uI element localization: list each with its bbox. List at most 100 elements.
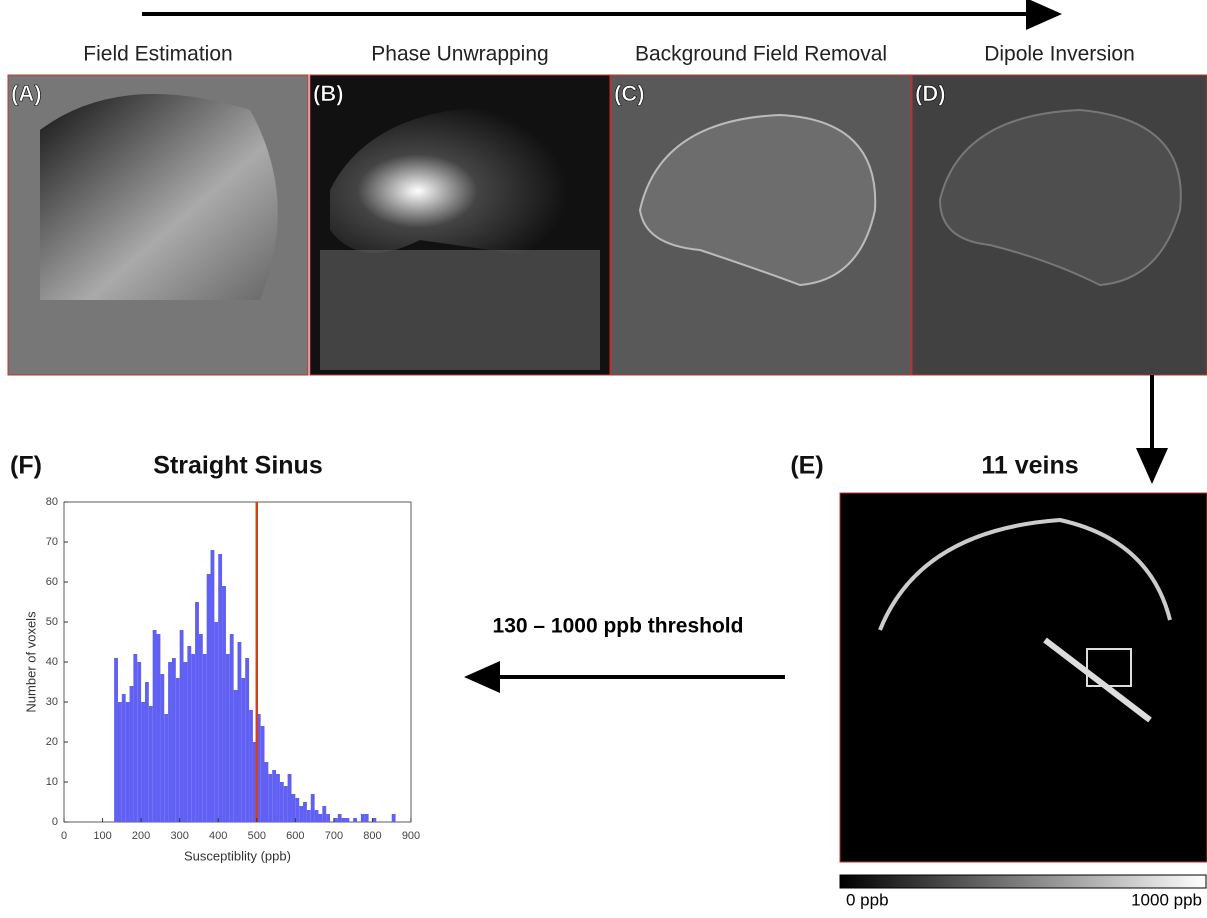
bar	[284, 786, 288, 822]
bar	[230, 634, 234, 822]
colorbar-max: 1000 ppb	[1131, 890, 1202, 909]
step-title: Phase Unwrapping	[371, 43, 548, 66]
bar	[295, 798, 299, 822]
bar	[160, 674, 164, 822]
x-tick-label: 800	[363, 830, 381, 842]
y-tick-label: 0	[52, 816, 58, 828]
y-axis-label: Number of voxels	[23, 611, 38, 713]
bar	[326, 814, 330, 822]
y-tick-label: 60	[46, 576, 58, 588]
bar	[245, 658, 249, 822]
bar	[276, 774, 280, 822]
bar	[184, 662, 188, 822]
threshold-text: 130 – 1000 ppb threshold	[493, 615, 744, 638]
bar	[334, 818, 338, 822]
bar	[203, 654, 207, 822]
x-axis-label: Susceptiblity (ppb)	[184, 848, 291, 863]
bar	[149, 706, 153, 822]
x-tick-label: 300	[170, 830, 188, 842]
x-tick-label: 0	[61, 830, 67, 842]
y-tick-label: 50	[46, 616, 58, 628]
bar	[261, 726, 265, 822]
x-tick-label: 500	[248, 830, 266, 842]
y-tick-label: 10	[46, 776, 58, 788]
bar	[187, 646, 191, 822]
bar	[264, 762, 268, 822]
bar	[345, 818, 349, 822]
bar	[342, 818, 346, 822]
bar	[280, 782, 284, 822]
bar	[164, 714, 168, 822]
figure: (E) 11 veins 0 ppb 1000 ppb 130 – 1000 p…	[0, 0, 1207, 913]
panel-e: (E) 11 veins 0 ppb 1000 ppb	[790, 452, 1207, 910]
bar	[141, 702, 145, 822]
bar	[238, 642, 242, 822]
bar	[114, 658, 118, 822]
bar	[137, 662, 141, 822]
bar	[172, 658, 176, 822]
bar	[122, 694, 126, 822]
bar	[361, 814, 365, 822]
y-tick-label: 80	[46, 496, 58, 508]
bar	[126, 702, 130, 822]
bar	[299, 806, 303, 822]
x-tick-label: 900	[402, 830, 420, 842]
bar	[365, 814, 369, 822]
bar	[372, 818, 376, 822]
y-tick-label: 20	[46, 736, 58, 748]
bar	[288, 774, 292, 822]
bar	[133, 654, 137, 822]
bar	[222, 586, 226, 822]
bar	[118, 702, 122, 822]
bar	[207, 574, 211, 822]
y-tick-label: 40	[46, 656, 58, 668]
panel-a	[8, 75, 308, 375]
bar	[318, 814, 322, 822]
bar	[214, 622, 218, 822]
bar	[268, 774, 272, 822]
bar	[168, 662, 172, 822]
x-tick-label: 600	[286, 830, 304, 842]
bar	[199, 634, 203, 822]
bar	[241, 678, 245, 822]
bar	[392, 814, 396, 822]
bar	[307, 810, 311, 822]
bar	[311, 794, 315, 822]
x-tick-label: 100	[93, 830, 111, 842]
panel-label: (A)	[11, 81, 42, 106]
y-tick-label: 30	[46, 696, 58, 708]
bar	[353, 818, 357, 822]
bar	[180, 630, 184, 822]
panel-label: (F)	[10, 452, 42, 480]
colorbar	[840, 875, 1206, 888]
panel-label: (B)	[313, 81, 344, 106]
colorbar-min: 0 ppb	[846, 890, 889, 909]
bar	[191, 654, 195, 822]
bar	[195, 602, 199, 822]
bar	[303, 802, 307, 822]
panel-label: (E)	[790, 452, 823, 480]
bar	[153, 630, 157, 822]
panel-d	[912, 75, 1207, 375]
image-e	[840, 493, 1207, 862]
bar	[226, 654, 230, 822]
step-title: Dipole Inversion	[984, 43, 1135, 66]
bar	[157, 634, 161, 822]
bar	[322, 806, 326, 822]
bar	[272, 770, 276, 822]
bar	[315, 810, 319, 822]
x-tick-label: 700	[325, 830, 343, 842]
bar	[145, 682, 149, 822]
panel-title: 11 veins	[981, 452, 1078, 480]
panel-label: (D)	[915, 81, 946, 106]
x-tick-label: 400	[209, 830, 227, 842]
x-tick-label: 200	[132, 830, 150, 842]
bar	[218, 554, 222, 822]
chart-title: Straight Sinus	[153, 452, 322, 480]
bar	[338, 814, 342, 822]
step-title: Field Estimation	[83, 43, 232, 66]
bar	[130, 686, 134, 822]
y-tick-label: 70	[46, 536, 58, 548]
panel-label: (C)	[614, 81, 645, 106]
